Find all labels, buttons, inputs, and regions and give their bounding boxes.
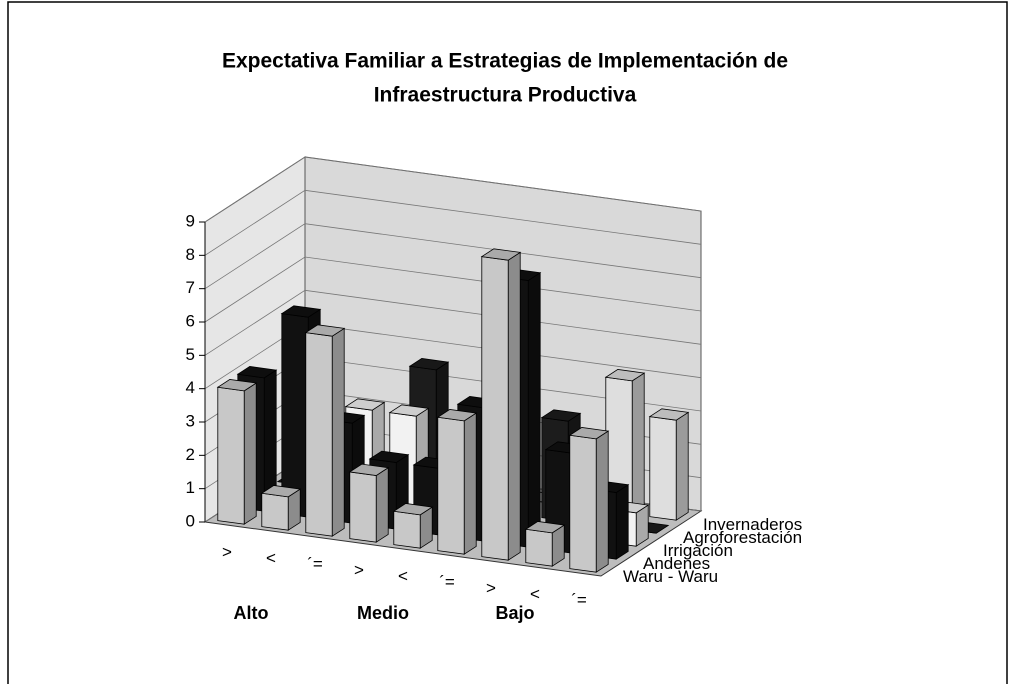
- series-label: Irrigación: [663, 541, 733, 560]
- bar-side: [375, 466, 389, 543]
- series-label: Waru - Waru: [623, 567, 718, 586]
- y-tick-label: 5: [186, 345, 195, 364]
- bar: [436, 409, 478, 555]
- grid-line: [204, 223, 702, 290]
- bar-top: [304, 324, 346, 337]
- y-tick-label: 2: [186, 445, 195, 464]
- bar-side: [243, 382, 257, 525]
- bar-top: [436, 409, 478, 422]
- bar-top: [604, 369, 646, 382]
- bar-top: [260, 485, 302, 498]
- bar-top: [216, 379, 258, 392]
- bar-side: [631, 372, 645, 515]
- series-label: Andenes: [643, 554, 710, 573]
- bar-top: [236, 366, 278, 379]
- bar-top: [408, 358, 450, 371]
- y-tick-label: 7: [186, 278, 195, 297]
- bar-top: [388, 404, 430, 417]
- bar: [348, 463, 390, 543]
- y-tick-label: 4: [186, 378, 195, 397]
- bar: [604, 369, 646, 515]
- series-label: Invernaderos: [703, 515, 802, 534]
- grid-line: [204, 289, 702, 356]
- x-tick-label: ´=: [307, 554, 323, 573]
- bar-side: [463, 412, 477, 555]
- bar-side: [615, 483, 629, 560]
- x-tick-label: <: [266, 548, 276, 567]
- y-tick-label: 6: [186, 311, 195, 330]
- x-tick-label: >: [486, 578, 496, 597]
- x-tick-label: ´=: [439, 572, 455, 591]
- bar-front: [217, 386, 245, 525]
- y-tick-label: 1: [186, 478, 195, 497]
- bar: [568, 427, 610, 573]
- bar-side: [527, 271, 541, 548]
- y-tick-label: 8: [186, 245, 195, 264]
- bar-side: [595, 430, 609, 573]
- bar-front: [569, 434, 597, 573]
- x-tick-label: <: [398, 566, 408, 585]
- x-tick-label: >: [354, 560, 364, 579]
- bar-front: [393, 510, 421, 549]
- bar-front: [349, 471, 377, 543]
- bar: [260, 485, 302, 531]
- bar-top: [348, 463, 390, 476]
- bar-front: [481, 256, 509, 561]
- bar-front: [649, 416, 677, 521]
- x-tick-label: ´=: [571, 590, 587, 609]
- x-tick-label: <: [530, 584, 540, 603]
- grid-line: [204, 189, 702, 256]
- bar-side: [675, 411, 689, 521]
- bar-front: [281, 313, 309, 518]
- bar-front: [437, 416, 465, 555]
- bar: [648, 408, 690, 521]
- bar-front: [525, 528, 553, 567]
- grid-line: [204, 156, 702, 223]
- chart-title: Expectativa Familiar a Estrategias de Im…: [222, 50, 788, 73]
- x-tick-label: >: [222, 542, 232, 561]
- bar-top: [280, 305, 322, 318]
- bar-top: [568, 427, 610, 440]
- bar-top: [480, 248, 522, 261]
- bar-top: [368, 450, 410, 463]
- grid-line: [204, 256, 702, 323]
- chart-title: Infraestructura Productiva: [374, 84, 637, 107]
- bar-top: [392, 503, 434, 516]
- bar: [216, 379, 258, 525]
- bar-front: [305, 332, 333, 537]
- bar-side: [507, 251, 521, 561]
- group-label: Bajo: [495, 603, 534, 623]
- bar-top: [524, 521, 566, 534]
- bar-top: [648, 408, 690, 421]
- y-tick-label: 9: [186, 211, 195, 230]
- y-tick-label: 0: [186, 511, 195, 530]
- bar: [304, 324, 346, 537]
- bar-front: [261, 492, 289, 531]
- bar: [524, 521, 566, 567]
- y-tick-label: 3: [186, 411, 195, 430]
- bar-top: [540, 409, 582, 422]
- bar: [392, 503, 434, 549]
- bar-top: [344, 398, 386, 411]
- series-label: Agroforestación: [683, 528, 802, 547]
- bar: [480, 248, 522, 561]
- bar-side: [331, 327, 345, 537]
- group-label: Alto: [234, 603, 269, 623]
- group-label: Medio: [357, 603, 409, 623]
